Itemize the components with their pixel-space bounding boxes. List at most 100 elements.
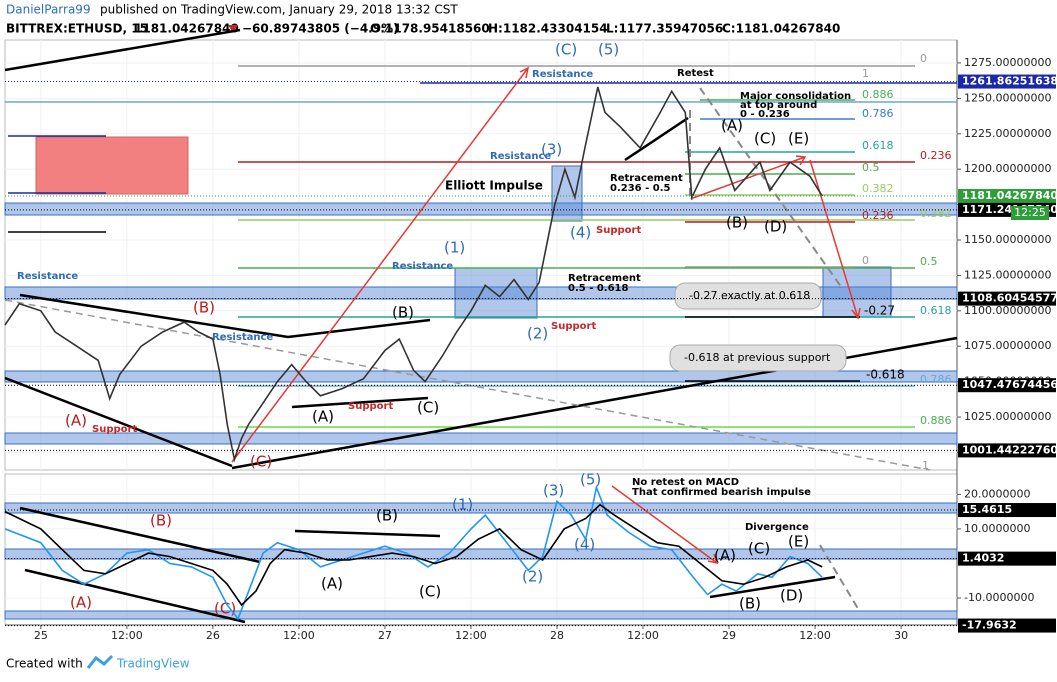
annotation: Support xyxy=(596,225,641,236)
y-tick-label: 1150.00000000 xyxy=(964,233,1051,246)
x-tick-label: 26 xyxy=(206,629,220,642)
annotation: (A) xyxy=(721,117,743,135)
y-tick-label: 1275.00000000 xyxy=(964,56,1051,69)
level-box xyxy=(958,551,1056,566)
annotation: (D) xyxy=(764,218,787,236)
annotation: (B) xyxy=(392,304,414,322)
annotation: 0.236 - 0.5 xyxy=(610,183,671,194)
level-box xyxy=(958,443,1056,458)
footer-brand[interactable]: TradingView xyxy=(116,657,190,671)
level-box xyxy=(958,74,1056,89)
footer-text: Created with xyxy=(6,657,83,671)
level-box xyxy=(958,618,1056,633)
fib-lines xyxy=(5,65,957,428)
x-tick-label: 12:00 xyxy=(111,629,143,642)
arrows xyxy=(231,66,861,565)
author[interactable]: DanielParra99 xyxy=(6,3,91,17)
down-arrow xyxy=(228,25,238,33)
annotation: (C) xyxy=(555,41,577,59)
x-tick-label: 25 xyxy=(34,629,48,642)
callout xyxy=(674,282,822,310)
y-tick-label: 20.0000000 xyxy=(964,487,1030,500)
series-line xyxy=(4,484,823,621)
annotation: (C) xyxy=(214,600,236,618)
annotation: Major consolidation xyxy=(740,91,851,102)
annotation: Resistance xyxy=(392,261,453,272)
annotation: (D) xyxy=(780,587,803,605)
annotation: Resistance xyxy=(17,271,78,282)
x-tick-label: 12:00 xyxy=(799,629,831,642)
level-label: 1181.04267840 xyxy=(962,189,1057,202)
fib-label: 0.5 xyxy=(862,161,880,174)
annotation: Resistance xyxy=(490,151,551,162)
annotation: -0.27 xyxy=(864,304,895,318)
annotation: 0 - 0.236 xyxy=(740,109,790,120)
level-label: 15.4615 xyxy=(962,503,1012,516)
fib-label: 0.5 xyxy=(920,255,938,268)
fib-label: 0.886 xyxy=(920,414,952,427)
annotation: (A) xyxy=(321,575,343,593)
time-label: 12:25 xyxy=(1014,206,1046,219)
annotation: (B) xyxy=(150,512,172,530)
annotation: (B) xyxy=(739,595,761,613)
annotation: (1) xyxy=(444,239,465,257)
time-box xyxy=(1011,206,1049,221)
annotation: 0.5 - 0.618 xyxy=(568,283,629,294)
y-tick-label: 1225.00000000 xyxy=(964,127,1051,140)
annotation: (B) xyxy=(193,299,215,317)
symbol: BITTREX:ETHUSD, 15 xyxy=(6,22,148,36)
zone xyxy=(35,136,189,195)
annotation: -0.618 at previous support xyxy=(684,351,831,364)
annotation: (A) xyxy=(70,594,92,612)
annotation: Retest xyxy=(677,68,714,79)
annotation: (3) xyxy=(541,141,562,159)
fib-label: 0.236 xyxy=(920,149,952,162)
x-tick-label: 29 xyxy=(722,629,736,642)
annotation: That confirmed bearish impulse xyxy=(632,487,811,498)
close: C:1181.04267840 xyxy=(722,22,840,36)
callout xyxy=(669,344,847,372)
annotation: Resistance xyxy=(212,332,273,343)
y-tick-label: 1200.00000000 xyxy=(964,162,1051,175)
fib-label: 0.786 xyxy=(920,373,952,386)
annotation: Resistance xyxy=(532,69,593,80)
annotation: (5) xyxy=(580,471,601,489)
annotation: (A) xyxy=(714,547,736,565)
annotation: Retracement xyxy=(610,173,683,184)
fib-label: 0.786 xyxy=(862,107,894,120)
level-label: 1261.86251638 xyxy=(962,75,1057,88)
y-tick-label: 1100.00000000 xyxy=(964,304,1051,317)
annotation: (5) xyxy=(598,41,619,59)
fib-label: 0.382 xyxy=(862,182,894,195)
change: −60.89743805 (−4.9%) xyxy=(242,22,399,36)
level-label: 1047.47674456 xyxy=(962,378,1057,391)
annotation: (1) xyxy=(452,496,473,514)
annotation: Divergence xyxy=(745,522,809,533)
y-tick-label: -10.0000000 xyxy=(964,591,1034,604)
bands xyxy=(4,165,958,620)
fib-label: 0.382 xyxy=(920,207,952,220)
annotation: (C) xyxy=(250,453,272,471)
x-tick-label: 12:00 xyxy=(283,629,315,642)
annotation: (C) xyxy=(748,540,770,558)
annotation: Support xyxy=(551,321,596,332)
level-label: -17.9632 xyxy=(962,619,1017,632)
annotation: (C) xyxy=(419,583,441,601)
annotation: No retest on MACD xyxy=(632,477,739,488)
level-box xyxy=(958,291,1056,306)
low: L:1177.35947056 xyxy=(606,22,723,36)
annotation: Support xyxy=(92,424,137,435)
series-line xyxy=(4,503,823,607)
y-tick-label: 1125.00000000 xyxy=(964,268,1051,281)
fib-label: 0 xyxy=(862,254,869,267)
level-box xyxy=(958,189,1056,204)
trend-lines xyxy=(4,28,958,624)
annotation: (2) xyxy=(522,568,543,586)
annotation: (E) xyxy=(788,130,809,148)
annotation: (4) xyxy=(574,536,595,554)
fib-label: 0.618 xyxy=(920,304,952,317)
y-tick-label: 1025.00000000 xyxy=(964,410,1051,423)
x-tick-label: 30 xyxy=(894,629,908,642)
fib-label: 1 xyxy=(922,459,929,472)
